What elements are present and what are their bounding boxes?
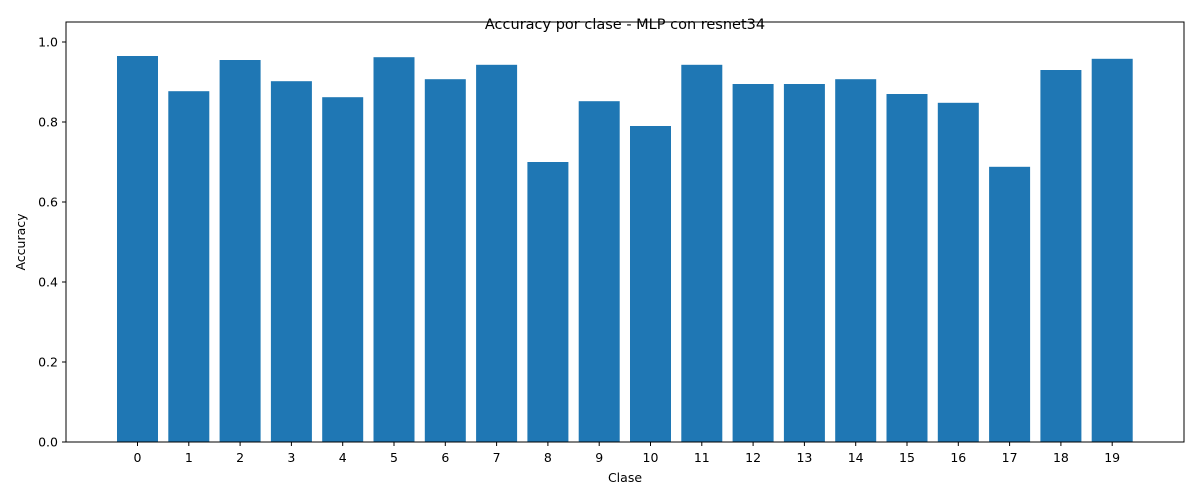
bar-class-17 bbox=[989, 166, 1031, 443]
bar-class-10 bbox=[630, 126, 671, 442]
y-tick-label: 0.0 bbox=[38, 435, 58, 450]
x-tick-label: 11 bbox=[694, 450, 710, 465]
x-axis-ticks: 0 1 2 3 4 5 6 7 8 9 10 11 12 13 14 15 16 17 18 19 bbox=[134, 442, 1120, 465]
x-tick-label: 6 bbox=[441, 450, 449, 465]
bar-class-0 bbox=[117, 56, 158, 442]
x-tick-label: 14 bbox=[848, 450, 864, 465]
bar-class-9 bbox=[578, 101, 620, 442]
x-tick-label: 13 bbox=[796, 450, 812, 465]
bar-class-4 bbox=[322, 97, 364, 442]
x-tick-label: 3 bbox=[287, 450, 295, 465]
bar-class-14 bbox=[835, 79, 877, 442]
plot-frame bbox=[65, 21, 1185, 443]
x-tick-label: 8 bbox=[544, 450, 552, 465]
x-tick-label: 2 bbox=[236, 450, 244, 465]
bar-class-11 bbox=[681, 64, 723, 443]
x-tick-label: 1 bbox=[185, 450, 193, 465]
x-tick-label: 7 bbox=[493, 450, 501, 465]
x-tick-label: 4 bbox=[339, 450, 347, 465]
x-axis-label: Clase bbox=[608, 470, 642, 485]
bar-class-12 bbox=[732, 84, 774, 442]
bar-class-2 bbox=[219, 60, 261, 442]
bar-class-7 bbox=[476, 64, 518, 443]
bar-class-13 bbox=[783, 84, 825, 442]
chart-title: Accuracy por clase - MLP con resnet34 bbox=[485, 17, 765, 33]
x-tick-label: 15 bbox=[899, 450, 915, 465]
x-tick-label: 17 bbox=[1002, 450, 1018, 465]
x-tick-label: 12 bbox=[745, 450, 761, 465]
x-tick-label: 19 bbox=[1104, 450, 1120, 465]
bar-class-5 bbox=[373, 57, 415, 442]
y-tick-label: 0.4 bbox=[38, 275, 58, 290]
x-tick-label: 18 bbox=[1053, 450, 1069, 465]
bar-class-3 bbox=[270, 81, 312, 442]
y-tick-label: 1.0 bbox=[38, 35, 58, 50]
bar-class-18 bbox=[1040, 70, 1082, 442]
bar-class-6 bbox=[424, 79, 466, 442]
y-tick-label: 0.8 bbox=[38, 115, 58, 130]
x-tick-label: 9 bbox=[595, 450, 603, 465]
x-tick-label: 16 bbox=[950, 450, 966, 465]
x-tick-label: 10 bbox=[643, 450, 659, 465]
x-tick-label: 5 bbox=[390, 450, 398, 465]
y-axis-label: Accuracy bbox=[13, 213, 28, 271]
y-axis-ticks: 0.0 0.2 0.4 0.6 0.8 1.0 bbox=[38, 35, 66, 450]
y-tick-label: 0.6 bbox=[38, 195, 58, 210]
bar-class-8 bbox=[527, 162, 569, 442]
bar-class-1 bbox=[168, 91, 210, 442]
bar-class-19 bbox=[1091, 58, 1133, 443]
bars-layer bbox=[117, 56, 1133, 443]
bar-class-15 bbox=[886, 94, 928, 442]
y-tick-label: 0.2 bbox=[38, 355, 58, 370]
x-tick-label: 0 bbox=[134, 450, 142, 465]
bar-class-16 bbox=[937, 102, 979, 443]
